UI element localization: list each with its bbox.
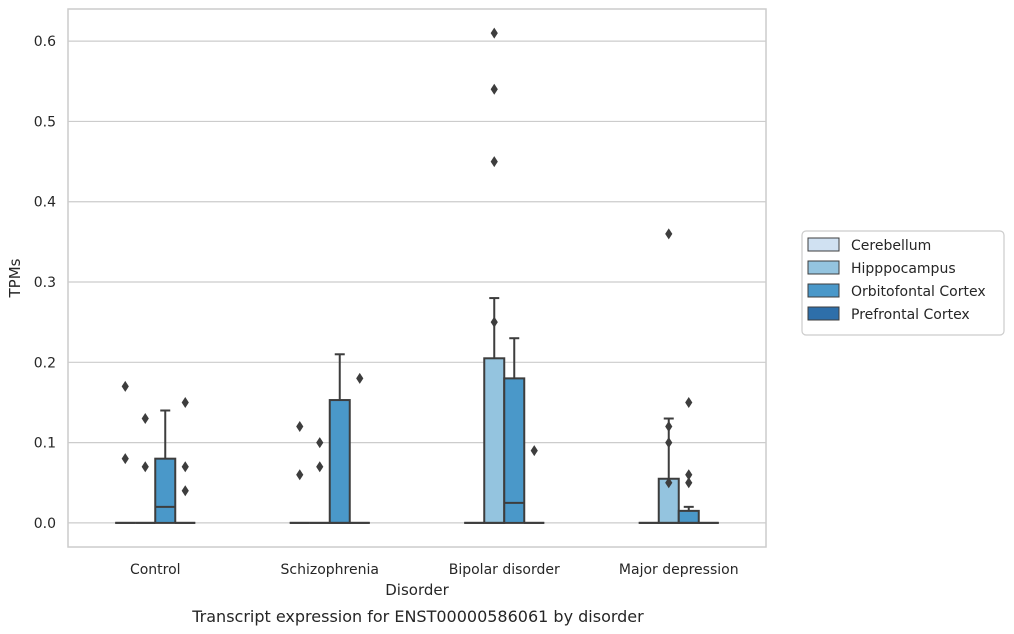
box-group bbox=[154, 409, 177, 524]
flier-point bbox=[490, 27, 498, 39]
flier-point bbox=[181, 485, 189, 497]
x-axis-ticks: Control Schizophrenia Bipolar disorder Majo… bbox=[130, 562, 739, 578]
box-body bbox=[503, 377, 526, 524]
flier-point bbox=[296, 469, 304, 481]
flier-point bbox=[490, 83, 498, 95]
box-group bbox=[328, 353, 351, 524]
x-tick-label: Schizophrenia bbox=[281, 562, 379, 578]
flier-point bbox=[665, 437, 673, 449]
box-group bbox=[483, 27, 506, 524]
y-tick-label: 0.4 bbox=[34, 195, 56, 211]
y-tick-label: 0.5 bbox=[34, 114, 56, 130]
flier-point bbox=[665, 477, 673, 489]
box-body bbox=[677, 509, 700, 524]
flier-point bbox=[356, 372, 364, 384]
box-group bbox=[115, 380, 136, 524]
plot-frame bbox=[67, 8, 767, 548]
box-group bbox=[289, 421, 310, 524]
flier-point bbox=[490, 316, 498, 328]
box-group bbox=[309, 437, 330, 524]
legend-label: Orbitofontal Cortex bbox=[851, 284, 986, 300]
flier-point bbox=[685, 477, 693, 489]
flier-point bbox=[121, 380, 129, 392]
legend-swatch bbox=[807, 306, 840, 321]
box-body bbox=[154, 457, 177, 524]
y-tick-label: 0.1 bbox=[34, 436, 56, 452]
y-tick-label: 0.3 bbox=[34, 275, 56, 291]
flier-point bbox=[181, 396, 189, 408]
box-group bbox=[175, 396, 196, 524]
legend-swatch bbox=[807, 283, 840, 298]
box-group bbox=[677, 396, 700, 524]
legend-swatch bbox=[807, 260, 840, 275]
legend-frame bbox=[801, 230, 1005, 336]
legend-label: Cerebellum bbox=[851, 238, 931, 254]
flier-point bbox=[530, 445, 538, 457]
flier-point bbox=[121, 453, 129, 465]
box-plot-boxes bbox=[115, 27, 719, 524]
flier-point bbox=[141, 461, 149, 473]
flier-point bbox=[316, 437, 324, 449]
chart-caption: Transcript expression for ENST0000058606… bbox=[191, 607, 644, 626]
box-body bbox=[483, 357, 506, 524]
box-group bbox=[524, 445, 545, 524]
box-body bbox=[328, 399, 351, 524]
box-group bbox=[657, 228, 680, 524]
x-tick-label: Major depression bbox=[619, 562, 739, 578]
y-tick-label: 0.6 bbox=[34, 34, 56, 50]
flier-point bbox=[141, 413, 149, 425]
legend-swatch bbox=[807, 237, 840, 252]
box-group bbox=[349, 372, 370, 524]
box-group bbox=[503, 337, 526, 524]
flier-point bbox=[665, 228, 673, 240]
y-tick-label: 0.0 bbox=[34, 516, 56, 532]
legend: Cerebellum Hipppocampus Orbitofontal Corte… bbox=[801, 230, 1005, 336]
x-tick-label: Control bbox=[130, 562, 181, 578]
flier-point bbox=[665, 421, 673, 433]
flier-point bbox=[685, 469, 693, 481]
y-tick-label: 0.2 bbox=[34, 355, 56, 371]
y-axis-label: TPMs bbox=[6, 258, 24, 298]
box-group bbox=[135, 413, 156, 524]
y-axis-ticks: 0.0 0.1 0.2 0.3 0.4 0.5 0.6 bbox=[34, 34, 56, 532]
grid-lines bbox=[68, 40, 766, 524]
legend-label: Prefrontal Cortex bbox=[851, 307, 970, 323]
flier-point bbox=[181, 461, 189, 473]
flier-point bbox=[316, 461, 324, 473]
flier-point bbox=[490, 156, 498, 168]
flier-point bbox=[296, 421, 304, 433]
x-axis-label: Disorder bbox=[385, 581, 449, 599]
x-tick-label: Bipolar disorder bbox=[449, 562, 560, 578]
flier-point bbox=[685, 396, 693, 408]
legend-label: Hipppocampus bbox=[851, 261, 956, 277]
